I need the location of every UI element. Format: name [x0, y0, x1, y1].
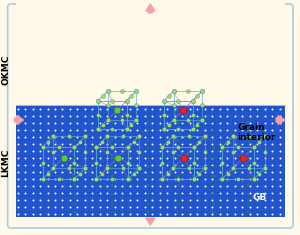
Text: LKMC: LKMC: [1, 149, 10, 177]
FancyArrow shape: [15, 115, 24, 125]
Text: GB: GB: [252, 192, 266, 201]
Bar: [16, 105, 285, 217]
FancyBboxPatch shape: [8, 4, 293, 228]
Bar: [16, 0, 285, 105]
Text: Grain
interior: Grain interior: [237, 123, 275, 142]
FancyArrow shape: [146, 4, 155, 13]
Text: OKMC: OKMC: [1, 55, 10, 85]
FancyArrow shape: [146, 218, 155, 225]
FancyArrow shape: [276, 115, 285, 125]
